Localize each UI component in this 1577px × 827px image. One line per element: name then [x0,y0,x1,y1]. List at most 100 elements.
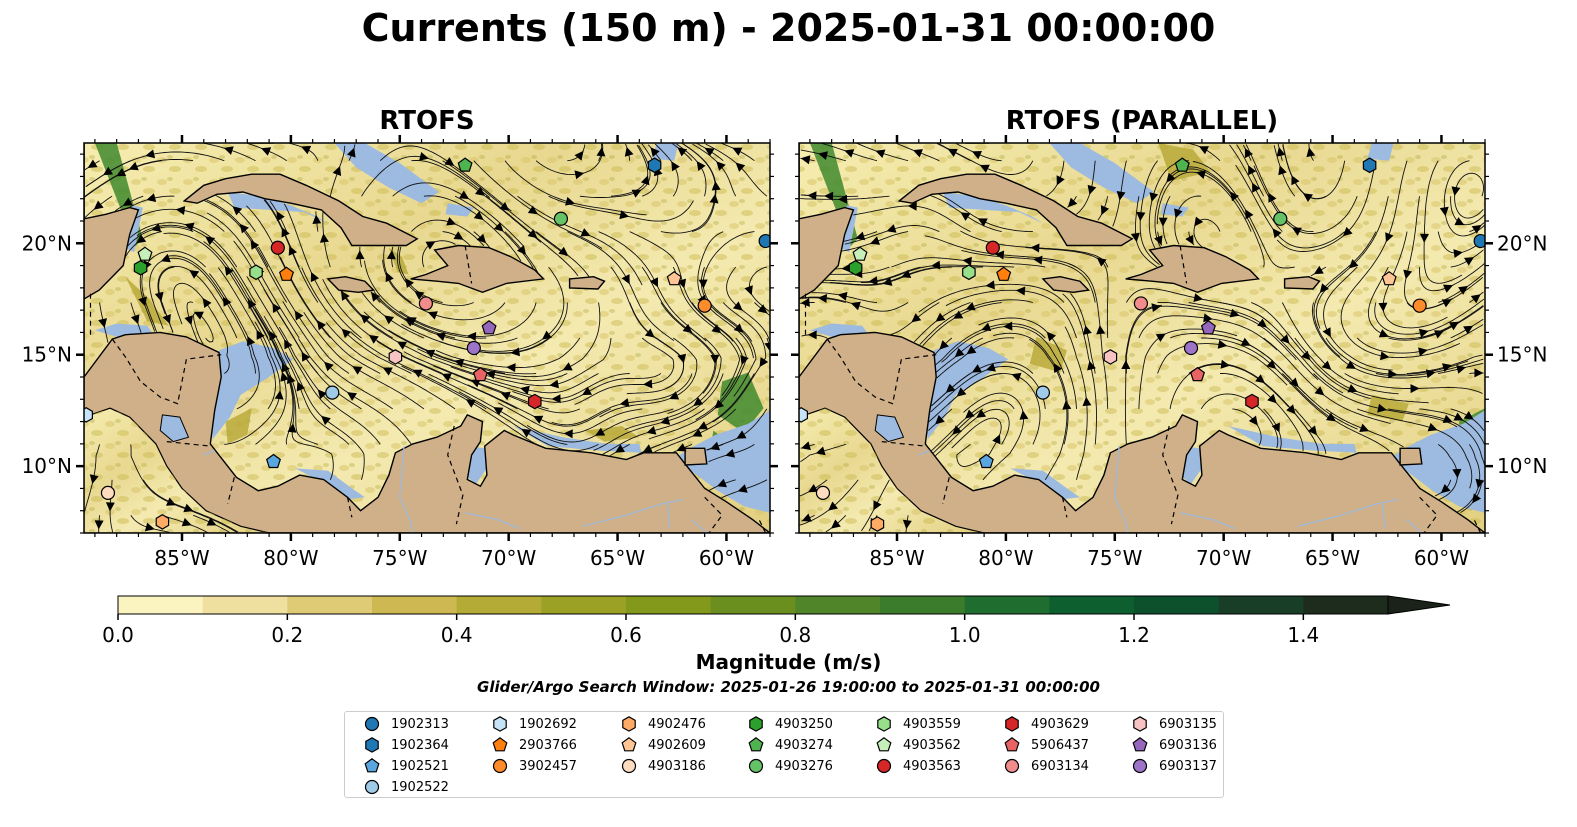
streamline-arrow [698,279,708,289]
shallow-water-bahamas2 [445,203,474,217]
streamline-arrow [341,328,352,339]
float-marker-4903563 [985,240,1000,255]
streamline-arrow [1472,493,1482,504]
streamline-arrow [385,272,394,283]
legend-label: 6903135 [1159,716,1217,732]
y-tick-label: 10°N [22,454,72,478]
streamline-arrow [1203,313,1213,323]
float-marker-4903274 [457,157,473,172]
colorbar-segment [118,596,204,614]
land-hispaniola [1125,244,1260,294]
colorbar-tick-label: 1.0 [949,623,981,647]
streamline-arrow [419,152,429,161]
land-yucatan [799,143,855,300]
streamline-arrow [1033,255,1043,265]
y-tick-label: 15°N [22,343,72,367]
streamline-arrow [1303,193,1313,202]
x-tick-label: 65°W [1305,546,1360,570]
streamline-arrow [1347,384,1358,393]
legend-marker-pentagon-icon [876,737,892,752]
streamline-arrow [87,159,98,168]
streamline-arrow [239,223,249,234]
streamline-arrow [1291,227,1302,236]
shallow-water-venezuelaShelf [513,426,642,453]
streamline-arrow [562,362,573,371]
streamline-arrow [841,263,851,273]
legend-item-1902522: 1902522 [363,778,449,796]
streamline-arrow [1326,412,1336,422]
streamline-arrow [1244,148,1253,159]
streamline-arrow [103,166,113,176]
streamline-arrow [669,391,680,400]
streamline-arrow [912,149,923,158]
streamline-arrow [711,324,722,334]
streamline-arrow [425,241,436,250]
strong-current-region [584,426,640,442]
streamline-arrow [682,323,693,334]
lake-nicaragua [874,414,905,443]
float-marker-4903563 [270,240,285,255]
streamline-arrow [595,427,606,436]
float-marker-4902476 [155,514,170,530]
streamline-arrow [698,421,708,430]
legend-item-4903276: 4903276 [747,757,833,775]
streamline-arrow [274,390,284,400]
streamline-arrow [405,278,414,288]
float-marker-4903629 [528,393,542,410]
y-tick-label: 20°N [22,231,72,255]
legend-marker-4903276 [748,758,764,774]
streamline-arrow [1380,351,1390,361]
legend-marker-hexagon-icon [1133,716,1147,732]
float-marker-1902692 [84,407,93,423]
streamline-arrow [1419,233,1429,243]
panel-title-rtofs: RTOFS [379,106,475,136]
streamline-arrow [1464,257,1474,266]
streamline-arrow [649,277,658,288]
streamline-arrow [1245,209,1254,220]
streamline-arrow [527,205,538,215]
streamline-arrow [281,227,290,238]
map-frame [83,142,771,534]
x-tick-label: 70°W [1196,546,1251,570]
legend-label: 4903274 [775,737,833,753]
streamline-arrow [1193,293,1204,302]
river [464,512,520,530]
float-marker-5906437 [1189,366,1206,382]
streamline-arrow [744,285,753,296]
legend-marker-circle-icon [364,716,380,732]
streamline-arrow [960,212,971,221]
streamline-arrow [1342,226,1353,237]
float-marker-6903134 [418,296,434,311]
streamline-arrow [475,186,485,196]
float-marker-4903186 [100,485,116,500]
streamline-arrow [1248,415,1258,426]
colorbar-segment [710,596,796,614]
river [399,446,414,533]
streamline-arrow [596,147,606,157]
streamline-arrow [725,448,736,458]
legend-label: 4903629 [1031,716,1089,732]
colorbar-title: Magnitude (m/s) [695,650,882,674]
streamline-arrow [732,147,743,156]
streamline-arrow [301,351,311,362]
streamline-arrow [1166,172,1176,183]
streamline-arrow [732,301,743,311]
float-marker-1902313 [1473,233,1485,249]
colorbar-segment [1303,596,1389,614]
streamline-arrow [965,409,975,419]
streamline-arrow [1359,423,1370,432]
streamline-arrow [1087,360,1096,371]
streamline-arrow [181,517,192,527]
legend-item-6903136: 6903136 [1131,736,1217,754]
streamline-arrow [473,211,484,220]
streamline-arrow [558,246,569,256]
streamline-arrow [1306,147,1316,158]
legend-marker-circle-icon [364,779,380,795]
legend-marker-4902476 [622,716,636,732]
streamline-arrow [1441,299,1452,308]
country-border [464,245,473,284]
streamline-arrow [696,161,706,171]
streamline-arrow [1155,333,1166,342]
streamline-arrow [465,399,476,408]
